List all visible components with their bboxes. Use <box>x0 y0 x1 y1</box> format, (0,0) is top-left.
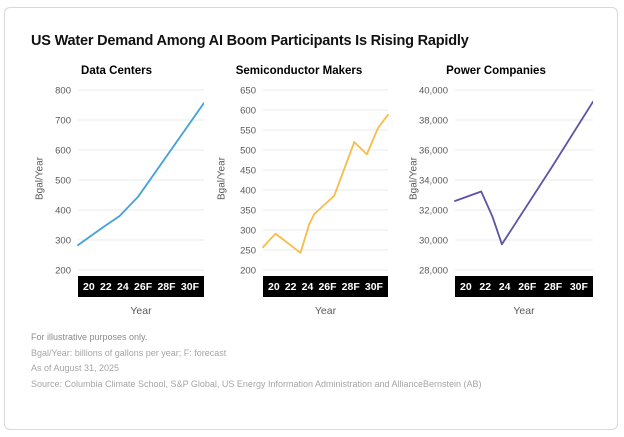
x-tick-label: 24 <box>301 280 314 293</box>
x-tick-label: 24 <box>498 280 511 293</box>
y-tick-label: 450 <box>240 166 256 177</box>
x-tick-label: 24 <box>117 280 129 293</box>
chart-panel-power-companies: Power Companies Bgal/Year 28,000 30,000 32… <box>399 65 593 317</box>
x-tick-label: 20 <box>83 280 95 293</box>
y-tick-label: 800 <box>55 86 71 97</box>
x-axis-strip: 20 22 24 26F 28F 30F <box>78 276 204 297</box>
x-tick-label: 30F <box>180 280 199 293</box>
y-tick-label: 250 <box>240 246 256 257</box>
y-tick-label: 400 <box>240 186 256 197</box>
x-tick-label: 20 <box>460 280 472 293</box>
footnotes: For illustrative purposes only. Bgal/Yea… <box>31 330 617 392</box>
footnote-as-of-date: As of August 31, 2025 <box>31 363 120 373</box>
y-tick-label: 550 <box>240 126 256 137</box>
y-tick-label: 600 <box>55 146 71 157</box>
y-tick-label: 200 <box>55 266 71 277</box>
report-card: US Water Demand Among AI Boom Participan… <box>4 7 618 430</box>
x-axis-label: Year <box>513 305 535 317</box>
x-tick-label: 30F <box>364 280 383 293</box>
x-tick-label: 26F <box>518 280 537 293</box>
plot-area: Bgal/Year 200 250 300 350 400 450 500 550 600 650 <box>209 80 389 276</box>
x-tick-label: 22 <box>284 280 297 293</box>
plot-area: Bgal/Year 200 300 400 500 600 700 800 <box>29 80 204 276</box>
x-tick-label: 28F <box>157 280 176 293</box>
y-tick-label: 300 <box>55 236 71 247</box>
x-tick-label: 22 <box>479 280 492 293</box>
charts-row: Data Centers Bgal/Year 200 300 400 500 600 70… <box>5 65 617 317</box>
y-tick-label: 28,000 <box>419 266 448 277</box>
y-tick-label: 600 <box>240 106 256 117</box>
chart-panel-semiconductor-makers: Semiconductor Makers Bgal/Year 200 250 300… <box>209 65 389 317</box>
x-axis-label: Year <box>314 305 337 317</box>
line-chart-power-companies: 28,000 30,000 32,000 34,000 36,000 38,000 40,0… <box>419 86 593 277</box>
y-tick-label: 38,000 <box>419 116 448 127</box>
x-axis-strip: 20 22 24 26F 28F 30F <box>263 276 388 297</box>
y-tick-label: 500 <box>240 146 256 157</box>
y-tick-label: 500 <box>55 176 71 187</box>
y-tick-label: 650 <box>240 86 256 97</box>
y-tick-label: 300 <box>240 226 256 237</box>
y-tick-label: 350 <box>240 206 256 217</box>
y-tick-label: 30,000 <box>419 236 448 247</box>
x-tick-label: 26F <box>318 280 337 293</box>
chart-title: Semiconductor Makers <box>235 65 363 77</box>
data-line <box>77 101 204 247</box>
x-tick-label: 26F <box>134 280 153 293</box>
y-tick-label: 32,000 <box>419 206 448 217</box>
plot-area: Bgal/Year 28,000 30,000 32,000 34,000 36,000… <box>399 80 593 276</box>
page-title: US Water Demand Among AI Boom Participan… <box>31 33 469 49</box>
y-tick-label: 400 <box>55 206 71 217</box>
x-tick-label: 22 <box>100 280 112 293</box>
chart-panel-data-centers: Data Centers Bgal/Year 200 300 400 500 600 70… <box>29 65 204 317</box>
y-tick-label: 36,000 <box>419 146 448 157</box>
x-tick-label: 30F <box>569 280 588 293</box>
chart-title: Data Centers <box>81 65 152 77</box>
line-chart-data-centers: 200 300 400 500 600 700 800 <box>55 86 204 277</box>
y-tick-label: 700 <box>55 116 71 127</box>
y-tick-label: 200 <box>240 266 256 277</box>
footnote-source: Source: Columbia Climate School, S&P Glo… <box>31 378 482 389</box>
data-line <box>262 113 389 254</box>
footnote-illustrative: For illustrative purposes only. <box>31 332 148 342</box>
chart-title: Power Companies <box>446 65 546 77</box>
data-line <box>454 100 593 246</box>
line-chart-semiconductor-makers: 200 250 300 350 400 450 500 550 600 650 <box>240 86 389 277</box>
x-tick-label: 20 <box>268 280 280 293</box>
x-axis-label: Year <box>130 305 152 317</box>
y-tick-label: 40,000 <box>419 86 448 97</box>
x-tick-label: 28F <box>341 280 360 293</box>
y-tick-label: 34,000 <box>419 176 448 187</box>
footnote-units: Bgal/Year: billions of gallons per year;… <box>31 347 227 358</box>
x-tick-label: 28F <box>544 280 563 293</box>
x-axis-strip: 20 22 24 26F 28F 30F <box>455 276 593 297</box>
